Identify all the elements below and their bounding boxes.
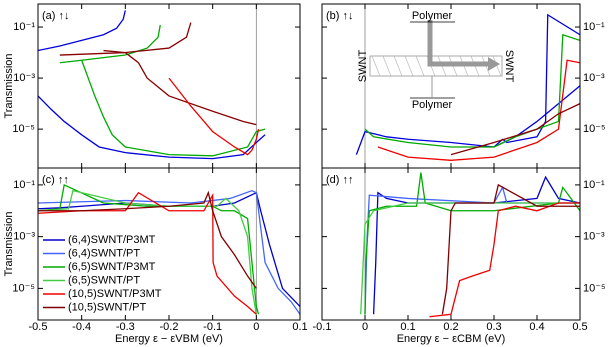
legend-label: (10,5)SWNT/P3MT (68, 288, 162, 300)
inset: Polymer Polymer SWNT SWNT (357, 10, 515, 111)
annotation: SWNT (357, 50, 369, 83)
line-series (364, 33, 580, 148)
x-tick-label: 0 (362, 321, 368, 333)
line-series (38, 190, 257, 289)
y-tick-label: 10⁻¹ (583, 179, 605, 191)
line-series (377, 59, 580, 161)
line-series (38, 10, 126, 52)
x-tick-label: 0 (253, 321, 259, 333)
y-tick-label: 10⁻¹ (13, 21, 35, 33)
y-tick-label: 10⁻³ (13, 72, 35, 84)
legend-label: (6,5)SWNT/PT (68, 274, 140, 286)
y-tick-label: 10⁻³ (583, 72, 605, 84)
line-series (38, 189, 257, 315)
legend-label: (10,5)SWNT/PT (68, 301, 147, 313)
y-tick-label: 10⁻³ (13, 231, 35, 243)
line-series (81, 60, 266, 157)
annotation: Polymer (412, 10, 453, 22)
line-series (429, 202, 580, 318)
panel-label: (d) ↑↑ (326, 174, 354, 186)
line-series (450, 103, 580, 156)
x-tick-label: 0.1 (292, 321, 307, 333)
y-tick-label: 10⁻⁵ (12, 282, 35, 294)
annotation: SWNT (503, 50, 515, 83)
y-tick-label: 10⁻⁵ (12, 123, 35, 135)
line-series (59, 24, 161, 64)
line-series (38, 183, 260, 315)
x-tick-label: -0.2 (160, 321, 179, 333)
line-series (168, 77, 260, 156)
panel-label: (c) ↑↑ (42, 174, 69, 186)
line-series (38, 189, 300, 315)
x-tick-label: -0.1 (313, 321, 332, 333)
line-series (38, 191, 300, 307)
x-tick-label: 0.3 (486, 321, 501, 333)
tube-hatch (404, 55, 414, 77)
x-tick-label: 0.1 (400, 321, 415, 333)
x-tick-label: -0.3 (116, 321, 135, 333)
tube-hatch (492, 55, 502, 77)
arrow (427, 20, 490, 67)
legend-label: (6,4)SWNT/P3MT (68, 234, 156, 246)
x-axis-label: Energy ε − εVBM (eV) (115, 333, 223, 345)
y-axis-label: Transmission (3, 54, 15, 119)
line-series (364, 172, 580, 315)
plot-frame (37, 3, 301, 169)
tube-hatch (415, 55, 425, 77)
legend-label: (6,5)SWNT/P3MT (68, 261, 156, 273)
panel-label: (a) ↑↓ (42, 10, 70, 22)
panel-label: (b) ↑↓ (326, 10, 354, 22)
x-tick-label: 0.2 (443, 321, 458, 333)
line-series (355, 13, 580, 155)
line-series (360, 202, 580, 315)
y-tick-label: 10⁻⁵ (583, 282, 606, 294)
tube-hatch (382, 55, 392, 77)
x-tick-label: -0.1 (203, 321, 222, 333)
line-series (59, 22, 192, 56)
line-series (38, 95, 266, 160)
y-axis-label: Transmission (3, 212, 15, 277)
y-tick-label: 10⁻¹ (13, 179, 35, 191)
tube-hatch (371, 55, 381, 77)
line-series (103, 49, 257, 126)
y-tick-label: 10⁻¹ (583, 21, 605, 33)
line-series (493, 85, 580, 148)
tube (369, 55, 503, 77)
annotation: Polymer (412, 99, 453, 111)
x-tick-label: -0.5 (29, 321, 48, 333)
plot-frame (321, 167, 581, 321)
x-tick-label: 0.5 (572, 321, 587, 333)
x-axis-label: Energy ε − εCBM (eV) (397, 333, 506, 345)
y-tick-label: 10⁻³ (583, 231, 605, 243)
arrow-head (488, 57, 500, 71)
line-series (38, 191, 257, 315)
line-series (441, 183, 580, 315)
tube-hatch (393, 55, 403, 77)
legend-label: (6,4)SWNT/PT (68, 247, 140, 259)
x-tick-label: 0.4 (529, 321, 544, 333)
x-tick-label: -0.4 (72, 321, 91, 333)
y-tick-label: 10⁻⁵ (583, 123, 606, 135)
